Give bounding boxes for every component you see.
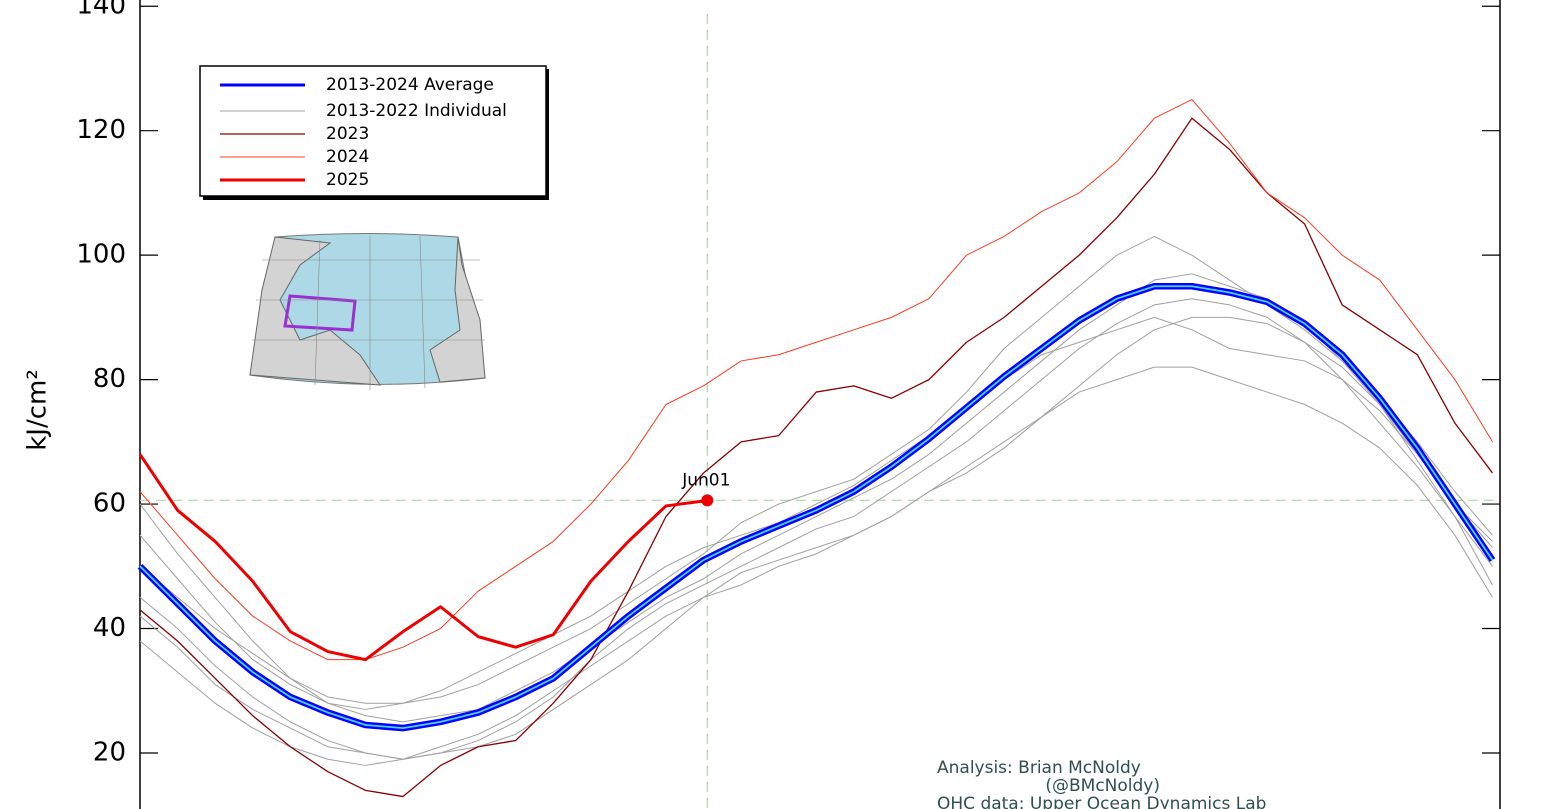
- legend-label: 2013-2022 Individual: [326, 101, 507, 121]
- y-tick-label: 40: [93, 613, 126, 643]
- y-axis-label: kJ/cm²: [23, 369, 53, 451]
- credit-line: (@BMcNoldy): [1045, 776, 1160, 796]
- credit-line: Analysis: Brian McNoldy: [937, 758, 1141, 778]
- reference-label: Jun01: [681, 470, 730, 490]
- legend-label: 2025: [326, 170, 369, 190]
- legend-label: 2024: [326, 147, 369, 167]
- y-tick-label: 80: [93, 364, 126, 394]
- series-line: [138, 453, 704, 662]
- y-tick-label: 20: [93, 737, 126, 767]
- y-tick-label: 120: [76, 115, 126, 145]
- credit-line: OHC data: Upper Ocean Dynamics Lab: [937, 794, 1266, 809]
- y-tick-label: 140: [76, 0, 126, 21]
- legend-label: 2023: [326, 124, 369, 144]
- plot-area: 20 40 60 80 100 120 140 Jun01: [76, 0, 1501, 809]
- inset-map: [249, 233, 486, 390]
- y-tick-label: 60: [93, 489, 126, 519]
- legend: 2013-2024 Average 2013-2022 Individual 202…: [199, 65, 549, 200]
- series-line-highlight: [139, 285, 1494, 729]
- credits: Analysis: Brian McNoldy(@BMcNoldy)OHC da…: [937, 758, 1266, 809]
- individual-line: [139, 316, 1493, 710]
- individual-line: [139, 316, 1493, 766]
- y-tick-label: 100: [76, 240, 126, 270]
- series-line: [139, 117, 1494, 798]
- individual-line: [139, 366, 1493, 760]
- reference-point: [701, 494, 714, 507]
- legend-label: 2013-2024 Average: [326, 75, 494, 95]
